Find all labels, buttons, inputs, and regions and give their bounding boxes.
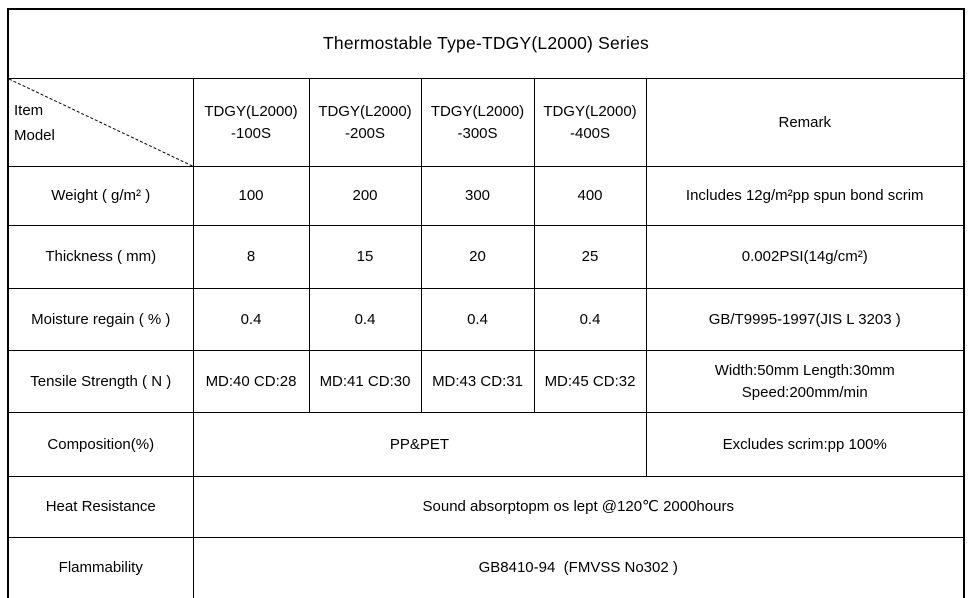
- column-header-100s: TDGY(L2000) -100S: [192, 78, 310, 167]
- column-header-300s: TDGY(L2000) -300S: [420, 78, 535, 167]
- corner-labels: Item Model: [14, 80, 55, 166]
- cell-value: 200: [308, 166, 422, 226]
- spec-table: Thermostable Type-TDGY(L2000) Series Ite…: [7, 8, 965, 598]
- cell-value: 100: [192, 166, 310, 226]
- row-label: Composition(%): [7, 412, 194, 477]
- page-title: Thermostable Type-TDGY(L2000) Series: [7, 8, 965, 79]
- cell-value: 0.4: [192, 288, 310, 351]
- cell-value: MD:45 CD:32: [533, 350, 647, 413]
- table-row-weight: Weight ( g/m² ) 100 200 300 400 Includes…: [7, 166, 965, 226]
- table-row-heat-resistance: Heat Resistance Sound absorptopm os lept…: [7, 476, 965, 538]
- cell-value: 0.4: [533, 288, 647, 351]
- remark-cell: Excludes scrim:pp 100%: [645, 412, 965, 477]
- row-label: Moisture regain ( % ): [7, 288, 194, 351]
- merged-value-cell: Sound absorptopm os lept @120℃ 2000hours: [192, 476, 965, 538]
- remark-cell: Includes 12g/m²pp spun bond scrim: [645, 166, 965, 226]
- cell-value: 8: [192, 225, 310, 289]
- title-row: Thermostable Type-TDGY(L2000) Series: [7, 8, 965, 79]
- row-label: Tensile Strength ( N ): [7, 350, 194, 413]
- table-row-flammability: Flammability GB8410-94 (FMVSS No302 ): [7, 537, 965, 598]
- cell-value: 0.4: [308, 288, 422, 351]
- table-row-composition: Composition(%) PP&PET Excludes scrim:pp …: [7, 412, 965, 477]
- cell-value: MD:43 CD:31: [420, 350, 535, 413]
- cell-value: 0.4: [420, 288, 535, 351]
- corner-model-label: Model: [14, 126, 55, 144]
- cell-value: 15: [308, 225, 422, 289]
- row-label: Weight ( g/m² ): [7, 166, 194, 226]
- table-row-thickness: Thickness ( mm) 8 15 20 25 0.002PSI(14g/…: [7, 225, 965, 289]
- merged-value-cell: PP&PET: [192, 412, 647, 477]
- cell-value: 20: [420, 225, 535, 289]
- remark-cell: GB/T9995-1997(JIS L 3203 ): [645, 288, 965, 351]
- merged-value-cell: GB8410-94 (FMVSS No302 ): [192, 537, 965, 598]
- cell-value: MD:40 CD:28: [192, 350, 310, 413]
- table-row-tensile-strength: Tensile Strength ( N ) MD:40 CD:28 MD:41…: [7, 350, 965, 413]
- column-header-400s: TDGY(L2000) -400S: [533, 78, 647, 167]
- table-row-moisture-regain: Moisture regain ( % ) 0.4 0.4 0.4 0.4 GB…: [7, 288, 965, 351]
- column-header-remark: Remark: [645, 78, 965, 167]
- row-label: Flammability: [7, 537, 194, 598]
- remark-cell: Width:50mm Length:30mm Speed:200mm/min: [645, 350, 965, 413]
- diagonal-line-icon: [9, 79, 193, 166]
- corner-cell: Item Model: [7, 78, 194, 167]
- column-header-200s: TDGY(L2000) -200S: [308, 78, 422, 167]
- cell-value: 25: [533, 225, 647, 289]
- cell-value: 400: [533, 166, 647, 226]
- header-row: Item Model TDGY(L2000) -100S TDGY(L2000) …: [7, 78, 965, 167]
- corner-item-label: Item: [14, 101, 44, 119]
- row-label: Heat Resistance: [7, 476, 194, 538]
- row-label: Thickness ( mm): [7, 225, 194, 289]
- cell-value: 300: [420, 166, 535, 226]
- remark-cell: 0.002PSI(14g/cm²): [645, 225, 965, 289]
- cell-value: MD:41 CD:30: [308, 350, 422, 413]
